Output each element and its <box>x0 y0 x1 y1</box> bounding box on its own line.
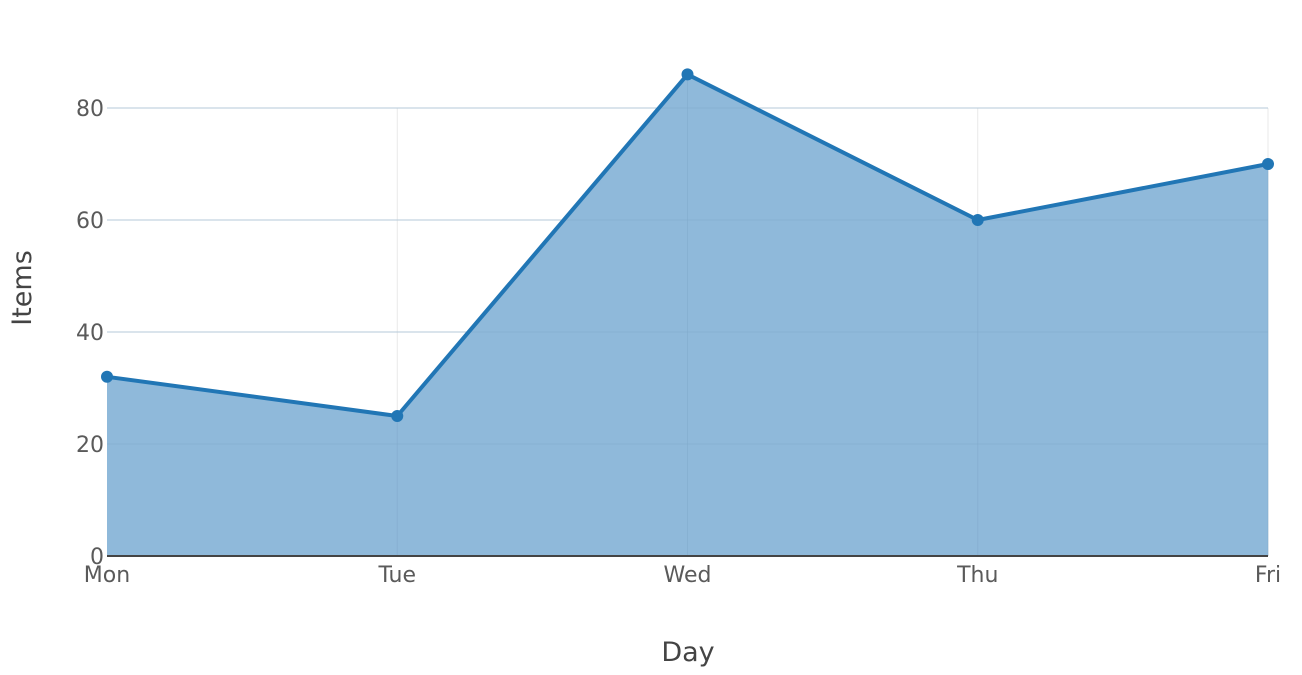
data-point-marker[interactable] <box>101 370 113 383</box>
y-tick-label: 0 <box>90 545 104 570</box>
tick-labels: 0 20 40 60 80 Mon Tue Wed Thu Fri <box>76 97 1281 588</box>
data-point-marker[interactable] <box>1262 158 1274 170</box>
series-markers <box>101 68 1274 422</box>
y-tick-label: 60 <box>76 209 104 234</box>
x-tick-label: Wed <box>664 563 712 588</box>
x-tick-label: Thu <box>956 563 998 588</box>
x-tick-label: Mon <box>84 563 130 588</box>
y-tick-label: 40 <box>76 321 104 346</box>
y-tick-label: 80 <box>76 97 104 122</box>
x-axis-title: Day <box>661 637 714 668</box>
data-point-marker[interactable] <box>681 68 694 81</box>
y-axis-title: Items <box>7 250 38 326</box>
x-tick-label: Fri <box>1255 563 1281 588</box>
series-area-layer <box>106 72 1269 557</box>
y-tick-label: 20 <box>76 433 104 458</box>
data-point-marker[interactable] <box>391 410 404 422</box>
x-tick-label: Tue <box>377 563 416 588</box>
data-point-marker[interactable] <box>971 214 984 226</box>
